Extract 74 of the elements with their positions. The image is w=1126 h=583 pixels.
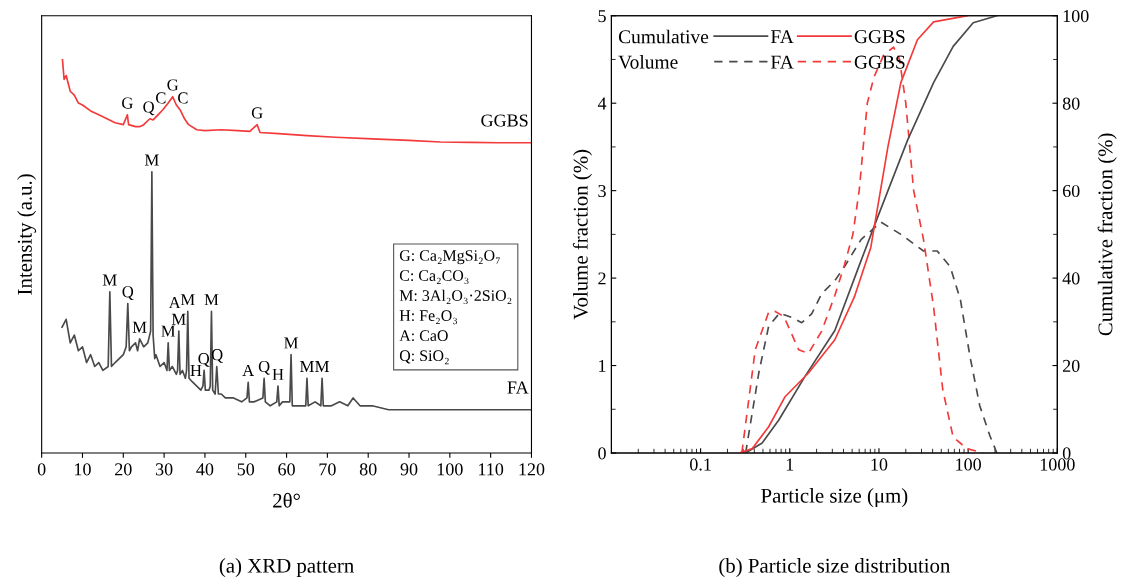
annotation: Cumulative	[618, 29, 709, 44]
annotation: Volume	[618, 55, 678, 69]
x-tick-label: 120	[519, 463, 545, 476]
x-tick-label: 10	[871, 458, 888, 471]
x-tick-label: 20	[115, 463, 132, 476]
annotation: A: CaO	[399, 330, 448, 342]
x-axis-title: 2θ°	[273, 492, 300, 508]
annotation: M	[132, 321, 147, 333]
x-tick-label: 60	[278, 463, 295, 476]
y2-tick-label: 100	[1063, 10, 1089, 23]
annotation: C: Ca₂CO₃	[399, 270, 469, 285]
series-label: FA	[507, 381, 529, 394]
x-tick-label: 100	[437, 463, 463, 476]
annotation: C	[178, 92, 188, 104]
annotation: M	[144, 154, 159, 166]
x-tick-label: 30	[155, 463, 173, 476]
y2-tick-label: 80	[1062, 97, 1080, 110]
annotation: G	[167, 79, 179, 91]
y-axis-title: Intensity (a.u.)	[17, 174, 37, 295]
annotation: Q: SiO₂	[399, 350, 449, 365]
y-tick-label: 5	[598, 10, 606, 23]
annotation: M	[300, 361, 314, 372]
annotation: H	[190, 364, 202, 376]
y2-tick-label: 60	[1062, 184, 1080, 198]
x-tick-label: 70	[319, 463, 336, 476]
x-axis-title: Particle size (μm)	[761, 488, 908, 508]
annotation: G	[122, 97, 133, 109]
legend-label: FA	[770, 30, 794, 43]
x-tick-label: 110	[479, 463, 504, 476]
annotation: Q	[122, 286, 134, 300]
x-tick-label: 50	[237, 463, 255, 476]
annotation: M	[161, 325, 176, 337]
y-tick-label: 4	[597, 97, 607, 110]
annotation: A	[168, 297, 181, 309]
x-tick-label: 0	[37, 463, 46, 476]
annotation: M	[315, 361, 329, 372]
x-tick-label: 80	[359, 463, 377, 476]
y-tick-label: 3	[598, 184, 606, 198]
y2-axis-title: Cumulative fraction (%)	[1097, 133, 1117, 336]
x-tick-label: 10	[75, 463, 91, 476]
x-tick-label: 100	[956, 458, 981, 471]
annotation: G	[251, 107, 263, 119]
y-tick-label: 2	[598, 272, 606, 285]
y-tick-label: 1	[599, 359, 606, 372]
x-tick-label: 90	[400, 463, 418, 476]
y-axis-title: Volume fraction (%)	[572, 149, 592, 320]
annotation: Q	[143, 101, 155, 116]
x-tick-label: 0.1	[690, 458, 711, 471]
y2-tick-label: 40	[1062, 272, 1080, 285]
annotation: M: 3Al₂O₃·2SiO₂	[399, 289, 512, 305]
annotation: Q	[258, 360, 270, 375]
legend-label: FA	[770, 55, 794, 69]
y-tick-label: 0	[598, 447, 606, 460]
annotation: M	[204, 294, 219, 306]
text: (b) Particle size distribution	[719, 558, 951, 577]
series-label: GGBS	[481, 114, 528, 127]
annotation: H: Fe₂O₃	[399, 310, 458, 325]
annotation: H	[272, 368, 284, 380]
y2-tick-label: 20	[1062, 359, 1080, 372]
annotation: Q	[198, 353, 210, 367]
annotation: A	[242, 364, 255, 376]
annotation: M	[102, 274, 117, 286]
text: (a) XRD pattern	[219, 558, 354, 577]
x-tick-label: 40	[196, 463, 214, 476]
annotation: G: Ca₂MgSi₂O₇	[399, 250, 500, 265]
x-tick-label: 1000	[1040, 458, 1075, 471]
annotation: M	[171, 313, 186, 325]
annotation: C	[155, 92, 166, 104]
annotation: M	[180, 294, 195, 306]
x-tick-label: 1	[786, 458, 794, 471]
legend-label: GGBS	[854, 55, 905, 69]
y2-tick-label: 0	[1062, 447, 1071, 460]
legend-label: GGBS	[854, 30, 905, 44]
annotation: M	[284, 337, 298, 349]
